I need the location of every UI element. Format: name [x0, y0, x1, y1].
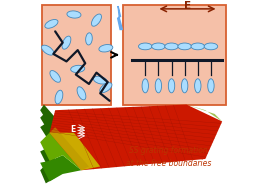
Ellipse shape [204, 43, 218, 50]
Ellipse shape [77, 87, 86, 100]
Ellipse shape [55, 90, 63, 104]
Ellipse shape [181, 79, 188, 93]
Ellipse shape [139, 43, 152, 50]
Polygon shape [118, 6, 122, 29]
Ellipse shape [62, 36, 71, 49]
Ellipse shape [67, 11, 81, 18]
Ellipse shape [208, 79, 214, 93]
Ellipse shape [152, 43, 165, 50]
Bar [123, 5, 226, 105]
Polygon shape [40, 105, 57, 125]
Ellipse shape [168, 79, 175, 93]
Ellipse shape [99, 45, 113, 52]
Polygon shape [50, 127, 89, 170]
Ellipse shape [195, 79, 201, 93]
Ellipse shape [91, 14, 102, 26]
Text: SS grating formation: SS grating formation [129, 146, 208, 155]
Text: E: E [70, 125, 76, 134]
Ellipse shape [165, 43, 178, 50]
Ellipse shape [142, 79, 148, 93]
Polygon shape [40, 148, 59, 170]
Ellipse shape [191, 43, 204, 50]
Bar [40, 108, 228, 189]
Polygon shape [50, 105, 222, 170]
Polygon shape [40, 133, 81, 170]
Ellipse shape [45, 19, 58, 28]
Polygon shape [187, 105, 222, 122]
Polygon shape [40, 120, 65, 148]
Text: at the free boundaries: at the free boundaries [126, 159, 211, 168]
Ellipse shape [100, 83, 112, 93]
Ellipse shape [50, 70, 61, 82]
Bar [42, 5, 111, 105]
Ellipse shape [71, 65, 85, 73]
Ellipse shape [178, 43, 191, 50]
Polygon shape [40, 110, 61, 136]
Ellipse shape [42, 45, 54, 55]
Polygon shape [50, 133, 100, 170]
Text: E: E [184, 1, 191, 11]
Polygon shape [40, 155, 81, 181]
Ellipse shape [155, 79, 162, 93]
Ellipse shape [93, 76, 107, 84]
Ellipse shape [86, 33, 92, 45]
Polygon shape [40, 165, 55, 183]
